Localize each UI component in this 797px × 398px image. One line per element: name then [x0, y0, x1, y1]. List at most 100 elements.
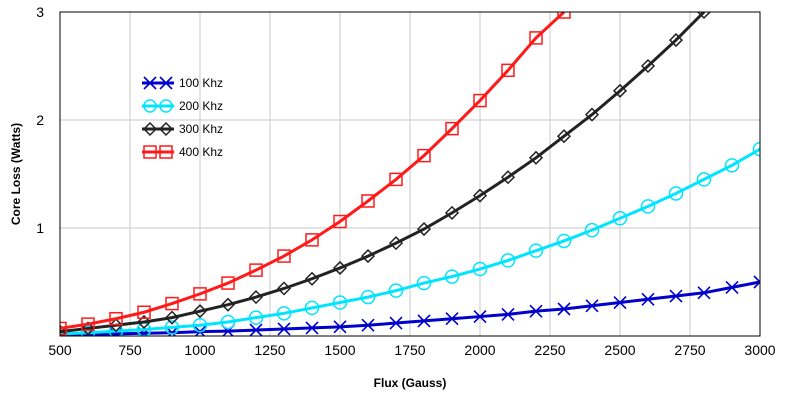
data-point-diamond-marker: [80, 321, 96, 336]
data-point-diamond-marker: [696, 12, 712, 20]
data-point-circle-marker: [724, 158, 740, 173]
data-point-circle-marker: [416, 275, 432, 291]
data-point-square-marker: [165, 296, 179, 311]
data-point-square-marker: [445, 121, 459, 136]
data-point-diamond-marker: [108, 318, 124, 333]
data-point-circle-marker: [640, 199, 656, 214]
data-point-square-marker: [159, 145, 173, 159]
data-point-square-marker: [143, 145, 157, 159]
data-point-x-marker: [669, 289, 683, 303]
data-point-x-marker: [417, 314, 431, 328]
data-point-diamond-marker: [304, 271, 320, 286]
data-point-x-marker: [697, 286, 711, 300]
series-300-khz: [60, 12, 712, 336]
data-point-square-marker: [305, 233, 319, 247]
data-point-circle-marker: [248, 310, 264, 325]
data-point-diamond-marker: [640, 58, 656, 74]
data-point-diamond-marker: [192, 304, 208, 319]
data-point-square-marker: [361, 194, 375, 208]
data-point-diamond-marker: [142, 121, 158, 137]
data-point-square-marker: [60, 321, 67, 336]
x-tick-label: 1500: [324, 342, 355, 358]
data-point-diamond-marker: [556, 129, 572, 144]
legend-item: 300 Khz: [142, 121, 223, 137]
data-point-x-marker: [389, 316, 403, 330]
data-point-circle-marker: [80, 325, 96, 336]
data-point-square-marker: [109, 311, 123, 326]
data-point-square-marker: [193, 287, 207, 301]
data-point-x-marker: [333, 320, 347, 334]
x-tick-label: 750: [118, 342, 142, 358]
data-point-circle-marker: [304, 300, 320, 316]
data-point-x-marker: [249, 323, 263, 336]
data-point-square-marker: [417, 148, 431, 163]
data-point-diamond-marker: [360, 249, 376, 264]
data-point-x-marker: [753, 275, 760, 289]
data-point-diamond-marker: [528, 150, 544, 165]
data-point-square-marker: [277, 249, 291, 263]
x-tick-label: 3000: [744, 342, 775, 358]
data-point-circle-marker: [276, 306, 292, 321]
data-point-diamond-marker: [416, 222, 432, 237]
data-point-diamond-marker: [220, 297, 236, 312]
data-point-circle-marker: [752, 141, 760, 157]
legend-label: 400 Khz: [179, 145, 223, 159]
series-400-khz: [60, 12, 571, 336]
series-line: [60, 12, 566, 330]
data-point-square-marker: [557, 12, 571, 19]
data-point-x-marker: [305, 321, 319, 335]
data-point-diamond-marker: [668, 33, 684, 48]
data-point-x-marker: [143, 76, 157, 90]
legend-item: 200 Khz: [142, 99, 223, 113]
x-tick-label: 500: [48, 342, 72, 358]
y-axis-title: Core Loss (Watts): [9, 123, 23, 225]
data-point-square-marker: [529, 31, 543, 45]
data-point-circle-marker: [500, 253, 516, 268]
data-point-circle-marker: [528, 243, 544, 258]
data-point-circle-marker: [164, 320, 180, 335]
series-line: [60, 147, 760, 336]
data-point-x-marker: [501, 307, 515, 321]
data-point-diamond-marker: [164, 310, 180, 325]
data-point-square-marker: [81, 317, 95, 331]
data-point-diamond-marker: [158, 121, 174, 137]
data-point-circle-marker: [444, 269, 460, 284]
data-point-x-marker: [473, 309, 487, 324]
data-point-circle-marker: [612, 211, 628, 226]
x-axis-title: Flux (Gauss): [374, 376, 447, 390]
data-point-x-marker: [641, 292, 655, 306]
x-tick-label: 1250: [254, 342, 285, 358]
series-layer: [60, 12, 760, 336]
legend-item: 100 Khz: [142, 76, 223, 90]
data-point-diamond-marker: [60, 324, 68, 336]
legend-label: 100 Khz: [179, 76, 223, 90]
data-point-square-marker: [249, 263, 263, 277]
y-tick-label: 2: [36, 112, 44, 128]
legend-label: 200 Khz: [179, 99, 223, 113]
data-point-x-marker: [585, 299, 599, 313]
data-point-circle-marker: [584, 222, 600, 238]
x-tick-label: 2750: [674, 342, 705, 358]
data-point-circle-marker: [388, 283, 404, 298]
legend-item: 400 Khz: [142, 145, 223, 159]
data-point-x-marker: [529, 304, 543, 318]
legend-label: 300 Khz: [179, 122, 223, 136]
data-point-circle-marker: [159, 99, 173, 113]
data-point-x-marker: [159, 76, 173, 90]
data-point-diamond-marker: [136, 314, 152, 330]
data-point-square-marker: [473, 93, 487, 108]
data-point-diamond-marker: [472, 188, 488, 203]
data-point-square-marker: [333, 214, 347, 229]
data-point-circle-marker: [360, 289, 376, 305]
y-tick-label: 1: [36, 220, 44, 236]
data-point-circle-marker: [332, 295, 348, 310]
data-point-square-marker: [137, 305, 151, 319]
y-tick-label: 3: [36, 4, 44, 20]
x-tick-label: 2500: [604, 342, 635, 358]
data-point-x-marker: [361, 318, 375, 332]
data-point-circle-marker: [472, 261, 488, 277]
data-point-x-marker: [725, 280, 739, 294]
data-point-diamond-marker: [276, 281, 292, 296]
tick-labels: 500 750 1000 1250 1500 1750 2000 2250 2500 2750 30…: [36, 4, 776, 358]
